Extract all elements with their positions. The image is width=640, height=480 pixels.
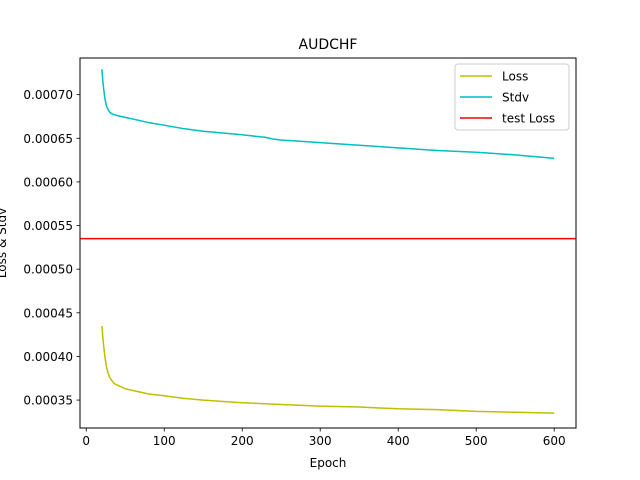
x-tick-label: 0 [82,434,90,448]
x-tick-label: 600 [543,434,566,448]
legend: Loss Stdv test Loss [454,63,570,131]
y-tick-label: 0.00040 [23,350,73,364]
x-tick-label: 400 [387,434,410,448]
y-axis-label: Loss & Stdv [0,208,9,278]
y-tick-label: 0.00050 [23,263,73,277]
y-axis: 0.00035 0.00040 0.00045 0.00050 0.00055 0.000… [23,88,80,408]
x-axis: 0 100 200 300 400 500 600 [82,428,566,448]
x-tick-label: 300 [309,434,332,448]
y-tick-label: 0.00070 [23,88,73,102]
x-tick-label: 500 [465,434,488,448]
chart-title: AUDCHF [299,37,358,53]
y-tick-label: 0.00060 [23,175,73,189]
legend-label-test-loss: test Loss [502,112,555,126]
y-tick-label: 0.00045 [23,306,73,320]
x-tick-label: 100 [153,434,176,448]
x-axis-label: Epoch [310,456,347,470]
series-layer [80,69,576,414]
legend-label-loss: Loss [502,70,528,84]
x-tick-label: 200 [231,434,254,448]
series-line-loss [101,325,555,414]
y-tick-label: 0.00065 [23,132,73,146]
y-tick-label: 0.00055 [23,219,73,233]
legend-label-stdv: Stdv [502,91,529,105]
y-tick-label: 0.00035 [23,394,73,408]
legend-box [454,63,570,131]
series-line-stdv [101,69,555,160]
plot-frame [79,57,577,429]
